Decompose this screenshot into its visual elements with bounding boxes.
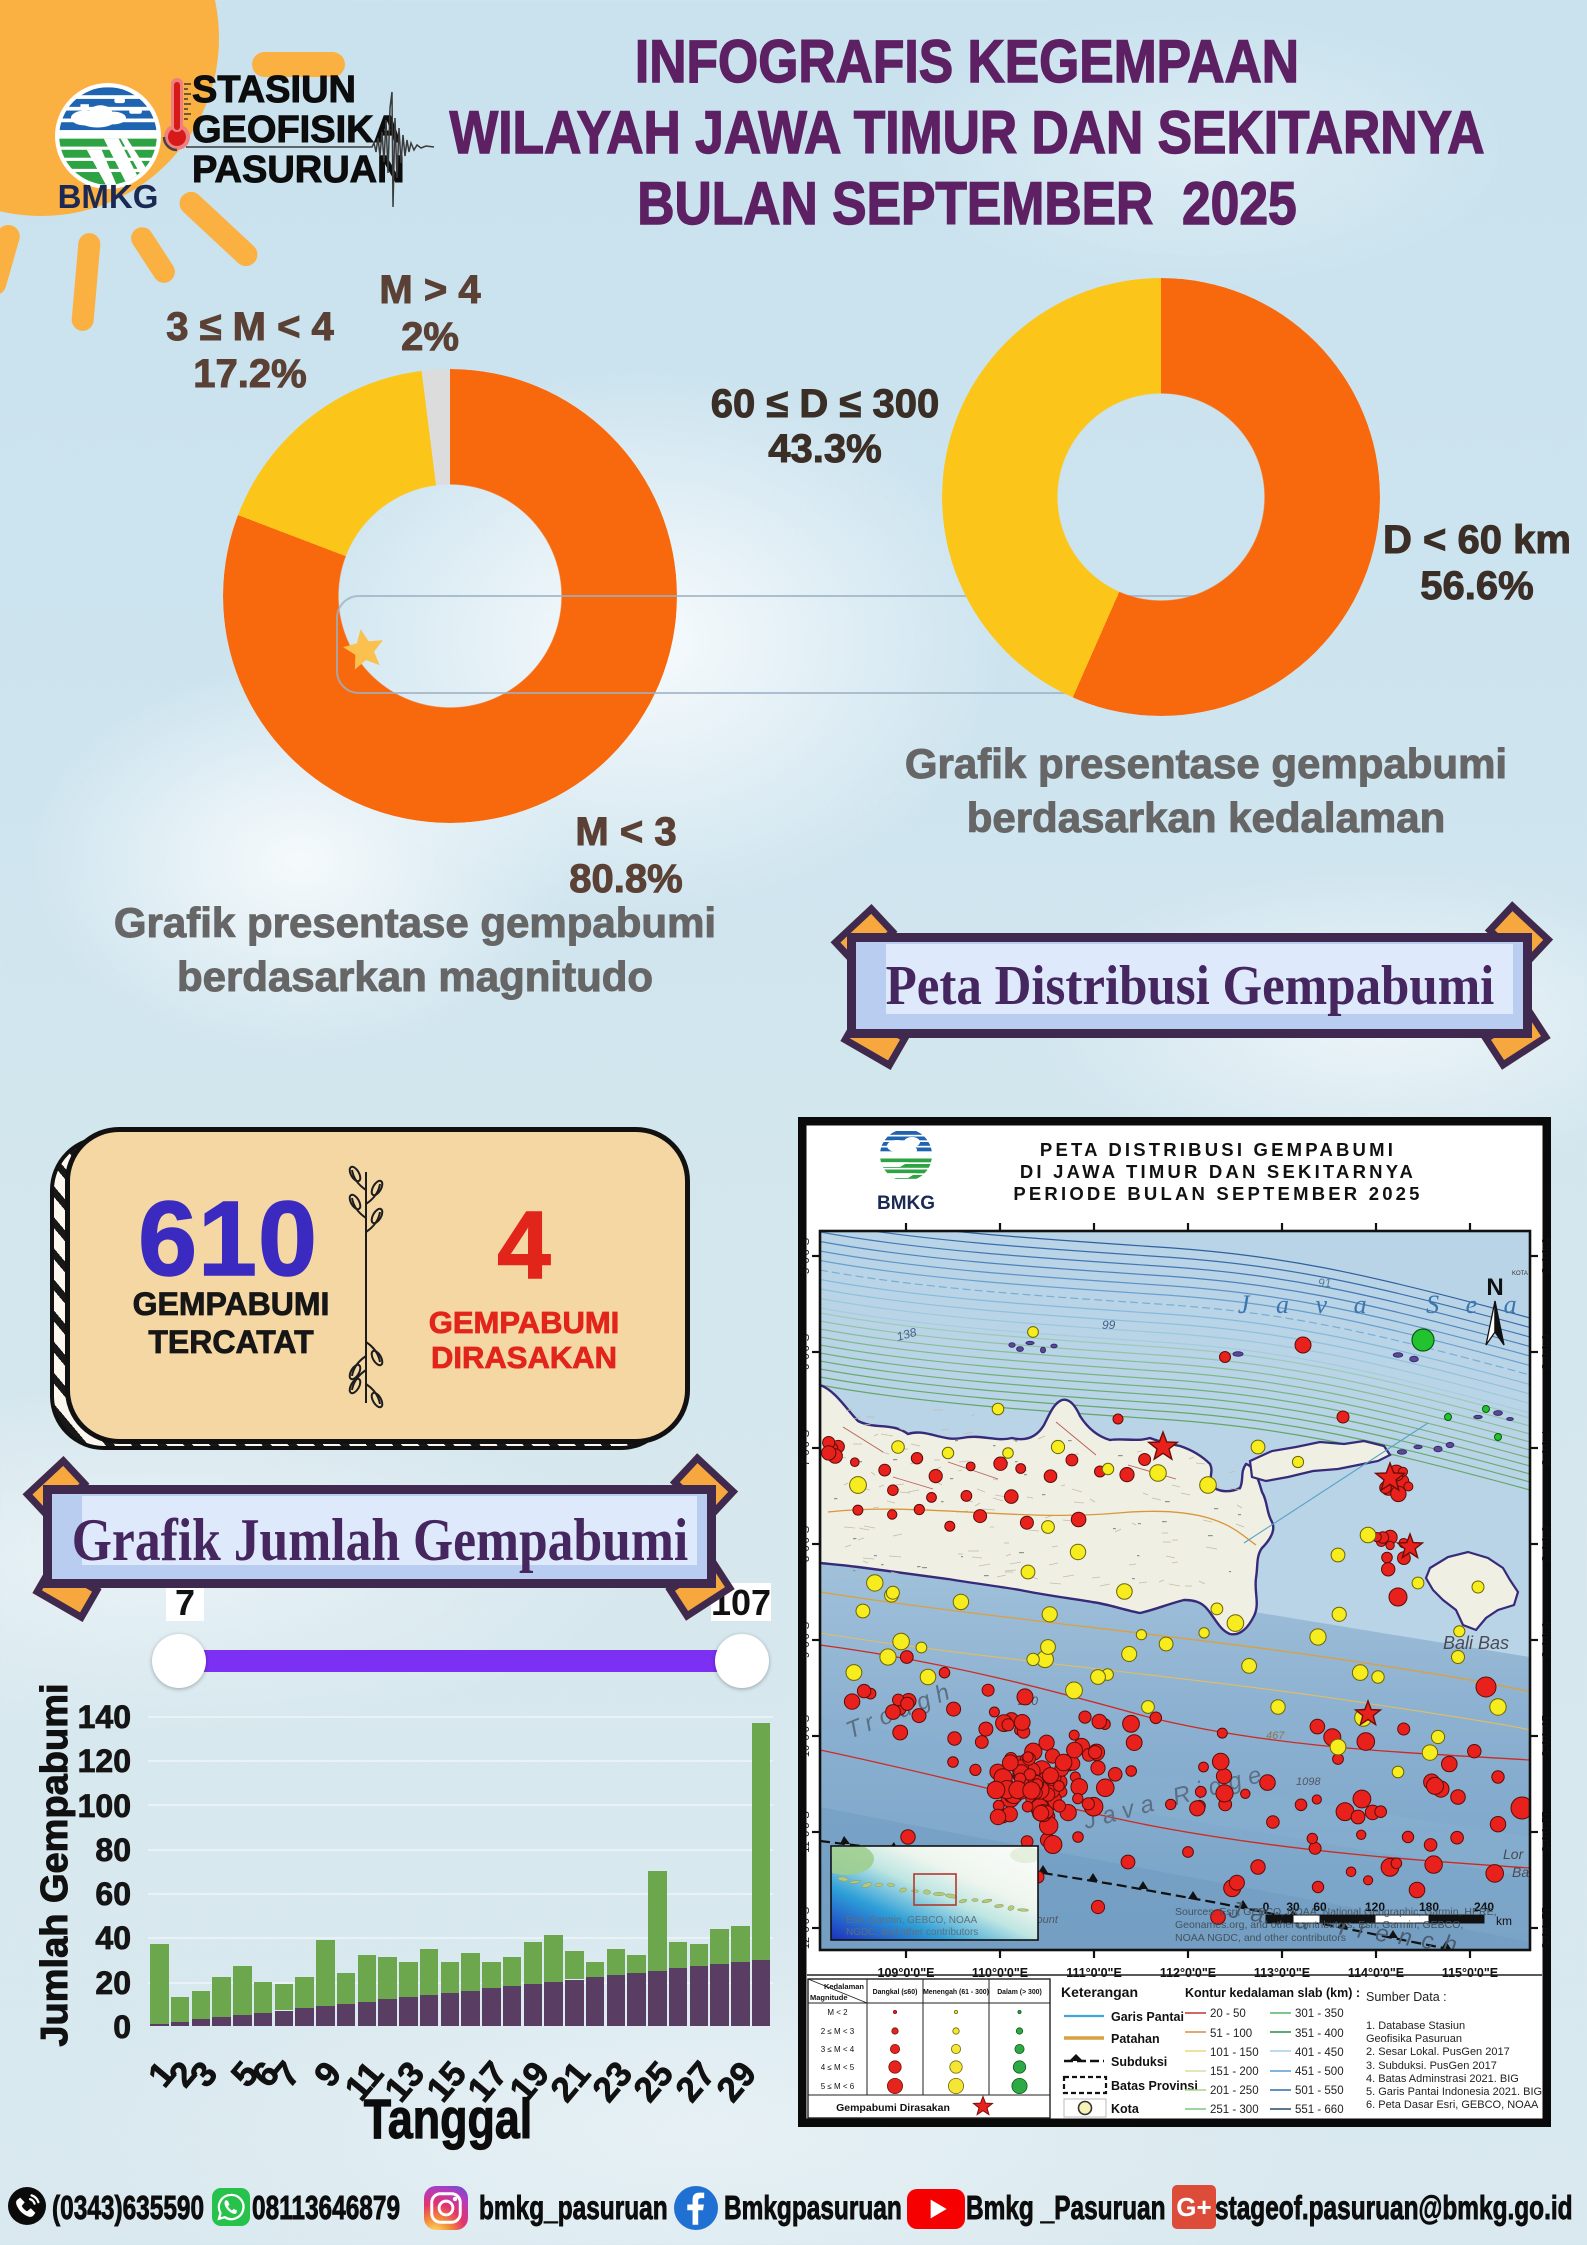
svg-text:Esri, Garmin, GEBCO, NOAA: Esri, Garmin, GEBCO, NOAA [846,1915,977,1926]
svg-text:NGDC, and other contributors: NGDC, and other contributors [846,1927,978,1938]
svg-text:351 - 400: 351 - 400 [1295,2028,1344,2040]
svg-text:20 - 50: 20 - 50 [1210,2008,1246,2020]
svg-text:N: N [1486,1274,1503,1301]
svg-text:1098: 1098 [1296,1776,1321,1788]
svg-text:501 - 550: 501 - 550 [1295,2085,1344,2097]
svg-text:3 ≤ M < 4: 3 ≤ M < 4 [821,2045,855,2054]
svg-text:4. Batas Adminstrasi 2021. BIG: 4. Batas Adminstrasi 2021. BIG [1366,2073,1519,2085]
svg-text:7°0'0"S: 7°0'0"S [1539,1430,1551,1466]
svg-text:99: 99 [1102,1318,1116,1332]
svg-text:PERIODE BULAN SEPTEMBER 2025: PERIODE BULAN SEPTEMBER 2025 [1013,1183,1422,1204]
svg-text:Garis Pantai: Garis Pantai [1111,2010,1184,2024]
svg-text:551 - 660: 551 - 660 [1295,2104,1344,2116]
svg-text:J a v a S e a: J a v a S e a [1238,1290,1527,1319]
svg-text:Geonames.org, and other contri: Geonames.org, and other contributors, Es… [1175,1919,1463,1931]
svg-text:PETA DISTRIBUSI GEMPABUMI: PETA DISTRIBUSI GEMPABUMI [1040,1139,1396,1160]
svg-text:Sources: Esri, GEBCO, NOAA, Na: Sources: Esri, GEBCO, NOAA, National Geo… [1175,1906,1497,1918]
svg-text:467: 467 [1266,1730,1285,1742]
svg-text:9°0'0"S: 9°0'0"S [1539,1622,1551,1658]
svg-text:151 - 200: 151 - 200 [1210,2066,1259,2078]
svg-text:109°0'0"E: 109°0'0"E [878,1966,935,1980]
svg-text:111°0'0"E: 111°0'0"E [1066,1966,1122,1980]
svg-text:91: 91 [1318,1276,1331,1290]
svg-text:101 - 150: 101 - 150 [1210,2047,1259,2059]
svg-text:180: 180 [1419,1900,1439,1914]
svg-text:112°0'0"E: 112°0'0"E [1160,1966,1216,1980]
svg-text:113°0'0"E: 113°0'0"E [1254,1966,1310,1980]
svg-text:7°0'0"S: 7°0'0"S [800,1430,812,1466]
svg-text:2. Sesar Lokal. PusGen 2017: 2. Sesar Lokal. PusGen 2017 [1366,2046,1510,2058]
svg-text:Kontur kedalaman slab (km) :: Kontur kedalaman slab (km) : [1185,1986,1360,2000]
svg-text:Sumber Data :: Sumber Data : [1366,1990,1447,2004]
svg-text:201 - 250: 201 - 250 [1210,2085,1259,2097]
svg-text:Kedalaman: Kedalaman [824,1982,864,1991]
svg-text:Dalam (> 300): Dalam (> 300) [997,1989,1042,1996]
svg-text:8°0'0"S: 8°0'0"S [1539,1526,1551,1562]
svg-text:Lor: Lor [1503,1846,1525,1862]
svg-text:Bali Bas: Bali Bas [1443,1633,1509,1653]
svg-text:BMKG: BMKG [877,1193,935,1214]
svg-text:115°0'0"E: 115°0'0"E [1442,1966,1498,1980]
svg-text:51 - 100: 51 - 100 [1210,2028,1252,2040]
svg-text:5°0'0"S: 5°0'0"S [800,1238,812,1274]
svg-text:6°0'0"S: 6°0'0"S [1539,1334,1551,1370]
svg-text:Gempabumi Dirasakan: Gempabumi Dirasakan [836,2102,950,2114]
svg-text:NOAA NGDC, and other contribut: NOAA NGDC, and other contributors [1175,1932,1346,1944]
svg-text:138: 138 [895,1325,918,1344]
svg-text:5°0'0"S: 5°0'0"S [1539,1238,1551,1274]
svg-text:Patahan: Patahan [1111,2032,1160,2046]
svg-text:4 ≤ M < 5: 4 ≤ M < 5 [821,2063,855,2072]
svg-text:3. Subduksi. PusGen 2017: 3. Subduksi. PusGen 2017 [1366,2060,1497,2072]
svg-text:Keterangan: Keterangan [1061,1984,1138,2000]
svg-text:10°0'0"S: 10°0'0"S [1539,1715,1551,1757]
svg-text:2 ≤ M < 3: 2 ≤ M < 3 [821,2027,855,2036]
svg-text:11°0'0"S: 11°0'0"S [1539,1811,1551,1852]
svg-text:km: km [1496,1914,1512,1928]
svg-text:401 - 450: 401 - 450 [1295,2047,1344,2059]
svg-text:Magnitude: Magnitude [810,1993,848,2002]
svg-text:Batas Provinsi: Batas Provinsi [1111,2079,1198,2093]
svg-text:110°0'0"E: 110°0'0"E [972,1966,1028,1980]
svg-text:12°0'0"S: 12°0'0"S [800,1907,812,1949]
svg-text:251 - 300: 251 - 300 [1210,2104,1259,2116]
svg-text:Geofisika Pasuruan: Geofisika Pasuruan [1366,2033,1462,2045]
svg-text:60: 60 [1313,1900,1327,1914]
svg-text:KOTA BARA: KOTA BARA [1512,1271,1546,1277]
svg-text:120: 120 [1365,1900,1385,1914]
svg-text:Kota: Kota [1111,2102,1140,2116]
svg-text:9°0'0"S: 9°0'0"S [800,1622,812,1658]
svg-text:8°0'0"S: 8°0'0"S [800,1526,812,1562]
svg-text:12°0'0"S: 12°0'0"S [1539,1907,1551,1949]
svg-text:451 - 500: 451 - 500 [1295,2066,1344,2078]
svg-text:Subduksi: Subduksi [1111,2055,1167,2069]
svg-text:Dangkal (≤60): Dangkal (≤60) [873,1989,918,1996]
svg-text:0: 0 [1263,1900,1270,1914]
svg-text:6. Peta Dasar Esri, GEBCO, NOA: 6. Peta Dasar Esri, GEBCO, NOAA [1366,2099,1539,2111]
svg-text:301 - 350: 301 - 350 [1295,2008,1344,2020]
svg-text:Ba: Ba [1512,1864,1529,1880]
svg-text:M < 2: M < 2 [827,2008,848,2017]
svg-text:10°0'0"S: 10°0'0"S [800,1715,812,1757]
svg-text:Menengah (61 - 300): Menengah (61 - 300) [923,1989,989,1996]
svg-text:5. Garis Pantai Indonesia 2021: 5. Garis Pantai Indonesia 2021. BIG [1366,2086,1542,2098]
svg-text:DI JAWA TIMUR DAN SEKITARNYA: DI JAWA TIMUR DAN SEKITARNYA [1020,1161,1416,1182]
svg-text:6°0'0"S: 6°0'0"S [800,1334,812,1370]
svg-text:1. Database Stasiun: 1. Database Stasiun [1366,2020,1465,2032]
svg-text:30: 30 [1286,1900,1300,1914]
svg-text:5 ≤ M < 6: 5 ≤ M < 6 [821,2082,855,2091]
svg-text:114°0'0"E: 114°0'0"E [1348,1966,1404,1980]
svg-text:11°0'0"S: 11°0'0"S [800,1811,812,1852]
svg-text:240: 240 [1474,1900,1494,1914]
